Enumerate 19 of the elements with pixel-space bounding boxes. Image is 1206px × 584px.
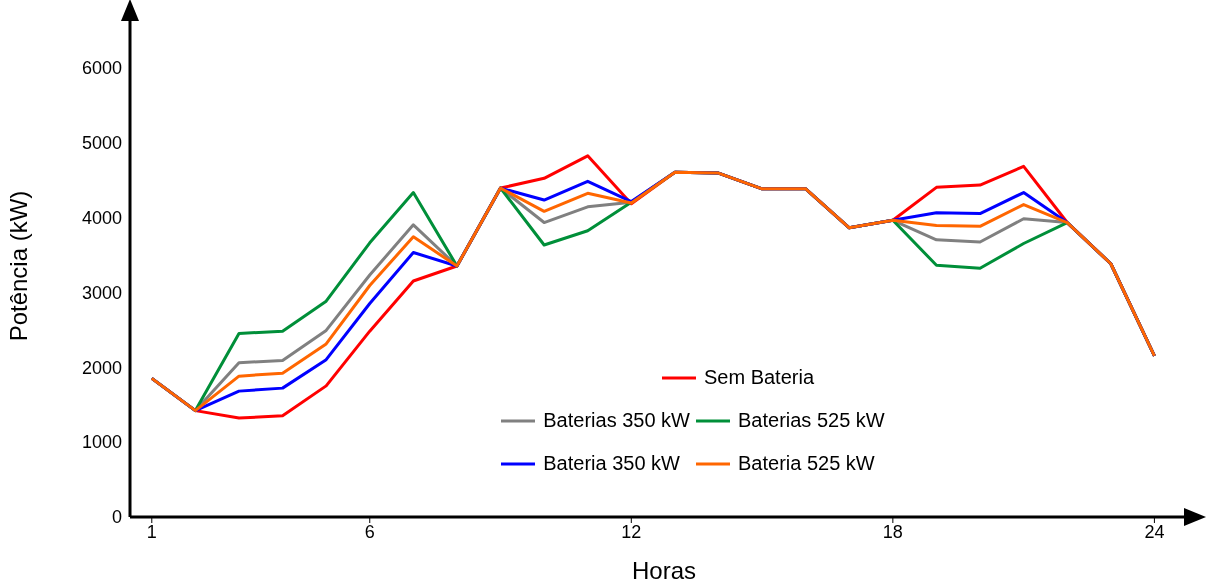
legend-label: Sem Bateria <box>703 366 815 389</box>
y-tick-label: 5000 <box>81 132 122 153</box>
y-tick-label: 0 <box>111 507 122 528</box>
x-tick-label: 1 <box>146 521 157 542</box>
y-tick-label: 3000 <box>81 282 122 303</box>
y-tick-label: 4000 <box>81 207 122 228</box>
x-tick-label: 6 <box>364 521 375 542</box>
legend-label: Bateria 525 kW <box>738 452 875 475</box>
x-axis-title: Horas <box>631 557 697 584</box>
y-tick-label: 1000 <box>81 432 122 453</box>
legend-label: Baterias 525 kW <box>738 409 885 432</box>
legend-label: Baterias 350 kW <box>543 409 690 432</box>
y-tick-label: 2000 <box>81 357 122 378</box>
y-axis-title: Potência (kW) <box>4 190 32 342</box>
y-tick-label: 6000 <box>81 57 122 78</box>
legend-label: Bateria 350 kW <box>543 452 680 475</box>
x-tick-label: 12 <box>621 521 642 542</box>
x-tick-label: 18 <box>882 521 903 542</box>
x-tick-label: 24 <box>1144 521 1165 542</box>
